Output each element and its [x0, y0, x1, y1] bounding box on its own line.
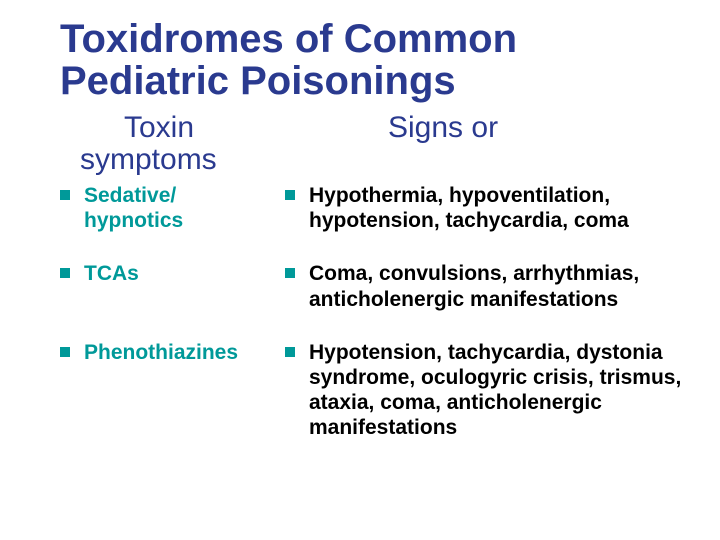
table-row: Sedative/ hypnotics Hypothermia, hypoven…	[60, 183, 690, 233]
bullet-icon	[60, 190, 70, 200]
bullet-icon	[285, 268, 295, 278]
sign-text: Coma, convulsions, arrhythmias, antichol…	[309, 261, 685, 311]
bullet-icon	[285, 347, 295, 357]
toxin-text: Sedative/ hypnotics	[84, 183, 277, 233]
table-row: Phenothiazines Hypotension, tachycardia,…	[60, 340, 690, 441]
sign-cell: Coma, convulsions, arrhythmias, antichol…	[285, 261, 685, 311]
rows: Sedative/ hypnotics Hypothermia, hypoven…	[60, 183, 690, 441]
table-row: TCAs Coma, convulsions, arrhythmias, ant…	[60, 261, 690, 311]
sign-cell: Hypotension, tachycardia, dystonia syndr…	[285, 340, 685, 441]
toxin-cell: Sedative/ hypnotics	[60, 183, 285, 233]
subheads: Toxin symptoms Signs or	[80, 112, 690, 175]
toxin-text: TCAs	[84, 261, 139, 286]
toxin-cell: Phenothiazines	[60, 340, 285, 365]
sign-text: Hypothermia, hypoventilation, hypotensio…	[309, 183, 685, 233]
bullet-icon	[285, 190, 295, 200]
subhead-toxin-line2: symptoms	[80, 144, 217, 176]
slide-title: Toxidromes of Common Pediatric Poisoning…	[60, 18, 690, 102]
subhead-toxin-line1: Toxin	[124, 111, 194, 144]
subhead-toxin: Toxin symptoms	[80, 112, 280, 175]
toxin-cell: TCAs	[60, 261, 285, 286]
sign-cell: Hypothermia, hypoventilation, hypotensio…	[285, 183, 685, 233]
bullet-icon	[60, 347, 70, 357]
bullet-icon	[60, 268, 70, 278]
sign-text: Hypotension, tachycardia, dystonia syndr…	[309, 340, 685, 441]
toxin-text: Phenothiazines	[84, 340, 238, 365]
slide: Toxidromes of Common Pediatric Poisoning…	[0, 0, 720, 540]
subhead-signs: Signs or	[280, 112, 650, 144]
